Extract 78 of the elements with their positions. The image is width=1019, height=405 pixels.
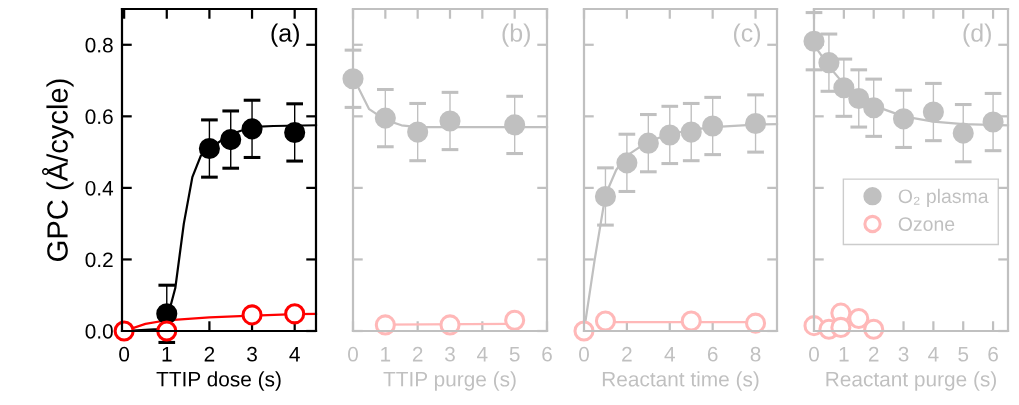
point: [284, 303, 306, 325]
point: [863, 97, 885, 119]
point: [284, 121, 306, 143]
point: [220, 129, 242, 151]
point: [745, 112, 767, 135]
x-tick-label: 3: [898, 346, 909, 362]
x-tick-label: 4: [928, 347, 939, 362]
y-axis-title: GPC (Å/cycle): [41, 79, 74, 261]
x-tick-label: 0: [119, 346, 130, 362]
point: [922, 101, 944, 123]
point: [594, 310, 616, 332]
point: [659, 124, 681, 146]
point: [241, 118, 263, 140]
point: [680, 310, 702, 332]
x-tick-label: 0: [579, 346, 589, 362]
annotation: (a): [271, 23, 299, 47]
point: [241, 304, 263, 326]
x-tick-label: 1: [839, 347, 849, 362]
x-tick-label: 4: [664, 347, 675, 362]
point: [863, 318, 885, 340]
y-tick-label: 0.0: [85, 324, 113, 339]
point: [818, 52, 840, 74]
x-tick-label: 4: [477, 347, 488, 362]
x-axis-title: TTIP purge (s): [383, 371, 516, 391]
x-tick-label: 1: [162, 347, 172, 362]
annotation: (c): [733, 23, 761, 47]
point: [616, 152, 638, 174]
x-axis-title: TTIP dose (s): [156, 371, 281, 391]
point: [803, 30, 825, 52]
y-tick-label: 0.2: [85, 252, 113, 268]
x-tick-label: 2: [868, 346, 879, 362]
point: [198, 137, 220, 160]
point: [374, 314, 396, 336]
x-tick-label: 8: [750, 346, 761, 362]
point: [830, 316, 852, 338]
x-tick-label: 3: [247, 346, 257, 362]
point: [702, 115, 724, 137]
x-tick-label: 2: [622, 346, 632, 362]
y-tick-label: 0.8: [85, 37, 113, 53]
point: [374, 107, 396, 129]
y-tick-label: 0.4: [85, 180, 114, 196]
x-axis-title: Reactant time (s): [602, 371, 759, 391]
annotation: (d): [963, 23, 991, 47]
x-tick-label: 2: [412, 346, 423, 362]
point: [637, 132, 659, 154]
point: [156, 303, 178, 325]
point: [680, 121, 702, 143]
point: [833, 77, 855, 99]
x-tick-label: 1: [381, 347, 391, 362]
point: [113, 320, 135, 342]
point: [156, 320, 178, 342]
x-tick-label: 6: [707, 346, 718, 362]
point: [952, 122, 974, 144]
point: [439, 110, 461, 132]
x-tick-label: 2: [204, 346, 215, 362]
x-tick-label: 6: [988, 346, 998, 362]
y-tick-label: 0.6: [85, 109, 113, 125]
point: [439, 314, 461, 336]
point: [982, 111, 1004, 133]
x-tick-label: 5: [958, 347, 969, 362]
x-tick-label: 5: [509, 347, 520, 362]
x-tick-label: 6: [542, 346, 552, 362]
annotation: (b): [502, 23, 530, 47]
x-axis-title: Reactant purge (s): [826, 371, 996, 391]
point: [848, 307, 870, 330]
x-tick-label: 0: [809, 346, 819, 362]
point: [892, 108, 915, 130]
x-tick-label: 0: [348, 346, 358, 362]
legend-label: O₂ plasma: [898, 188, 989, 207]
x-tick-label: 3: [445, 346, 455, 362]
point: [594, 185, 616, 208]
legend-label: Ozone: [898, 217, 955, 231]
point: [504, 114, 526, 136]
point: [848, 87, 870, 109]
x-tick-label: 4: [289, 347, 300, 362]
point: [745, 312, 767, 334]
point: [504, 309, 526, 331]
point: [407, 121, 429, 143]
